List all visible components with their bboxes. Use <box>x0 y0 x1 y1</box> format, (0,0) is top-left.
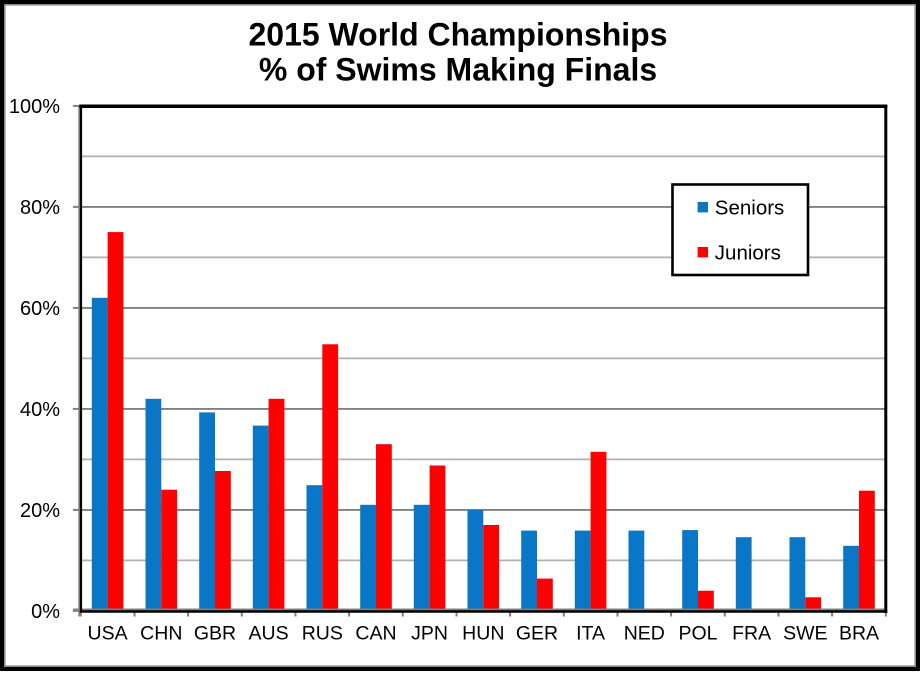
svg-text:GER: GER <box>516 623 558 645</box>
svg-text:FRA: FRA <box>732 623 771 645</box>
svg-text:POL: POL <box>678 623 717 645</box>
svg-text:0%: 0% <box>31 601 60 623</box>
svg-text:BRA: BRA <box>839 623 879 645</box>
svg-text:RUS: RUS <box>302 623 343 645</box>
svg-text:NED: NED <box>624 623 665 645</box>
svg-text:SWE: SWE <box>783 623 827 645</box>
svg-text:CAN: CAN <box>355 623 396 645</box>
svg-text:% of Swims Making Finals: % of Swims Making Finals <box>259 51 657 87</box>
svg-text:ITA: ITA <box>576 623 605 645</box>
svg-text:USA: USA <box>88 623 128 645</box>
svg-text:2015 World Championships: 2015 World Championships <box>248 16 667 52</box>
svg-text:20%: 20% <box>20 500 60 522</box>
svg-text:100%: 100% <box>9 96 60 118</box>
svg-text:60%: 60% <box>20 298 60 320</box>
svg-text:HUN: HUN <box>462 623 504 645</box>
svg-text:CHN: CHN <box>140 623 182 645</box>
svg-text:Juniors: Juniors <box>715 242 781 265</box>
svg-text:80%: 80% <box>20 197 60 219</box>
svg-text:AUS: AUS <box>249 623 289 645</box>
svg-text:GBR: GBR <box>194 623 236 645</box>
svg-text:JPN: JPN <box>411 623 448 645</box>
svg-text:40%: 40% <box>20 399 60 421</box>
svg-text:Seniors: Seniors <box>715 197 785 220</box>
